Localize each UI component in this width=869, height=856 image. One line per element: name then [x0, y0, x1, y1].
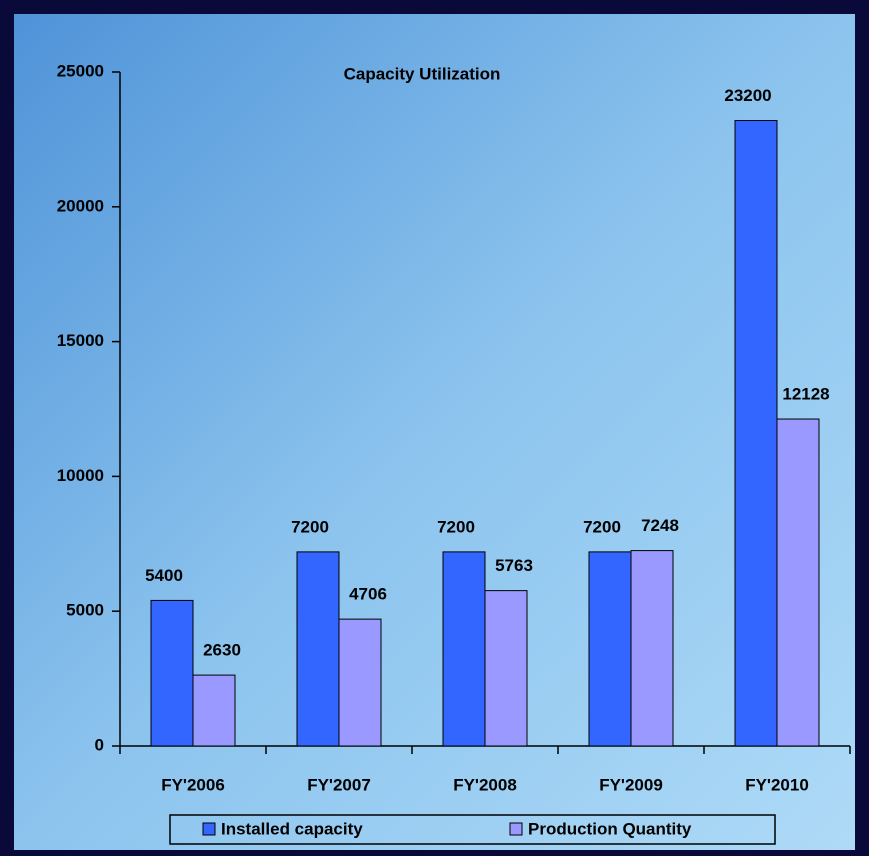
bar	[443, 552, 485, 746]
x-tick-label: FY'2006	[161, 775, 225, 794]
bar	[589, 552, 631, 746]
x-tick-label: FY'2008	[453, 775, 517, 794]
y-tick-label: 10000	[57, 466, 104, 485]
bar	[339, 619, 381, 746]
value-label: 7200	[291, 517, 329, 536]
y-tick-label: 0	[95, 735, 104, 754]
y-tick-label: 15000	[57, 331, 104, 350]
y-tick-label: 5000	[66, 601, 104, 620]
x-tick-label: FY'2007	[307, 775, 371, 794]
value-label: 2630	[203, 641, 241, 660]
chart: Capacity Utilization 0 5000 10000 15000 2000…	[0, 0, 869, 856]
bar	[297, 552, 339, 746]
legend-label: Production Quantity	[528, 819, 692, 838]
y-tick-label: 25000	[57, 61, 104, 80]
bar	[193, 675, 235, 746]
value-label: 7248	[641, 516, 679, 535]
bar	[631, 551, 673, 746]
chart-title: Capacity Utilization	[344, 64, 501, 83]
legend-swatch	[203, 823, 215, 835]
x-tick-label: FY'2009	[599, 775, 663, 794]
value-label: 23200	[724, 86, 771, 105]
legend-label: Installed capacity	[221, 819, 363, 838]
value-label: 12128	[782, 385, 829, 404]
bar	[151, 600, 193, 746]
y-tick-label: 20000	[57, 196, 104, 215]
legend-swatch	[510, 823, 522, 835]
x-tick-label: FY'2010	[745, 775, 809, 794]
bar	[777, 419, 819, 746]
value-label: 5763	[495, 556, 533, 575]
value-label: 4706	[349, 585, 387, 604]
bar	[735, 121, 777, 746]
value-label: 5400	[145, 566, 183, 585]
bar	[485, 591, 527, 746]
background	[14, 14, 855, 850]
value-label: 7200	[583, 517, 621, 536]
value-label: 7200	[437, 517, 475, 536]
